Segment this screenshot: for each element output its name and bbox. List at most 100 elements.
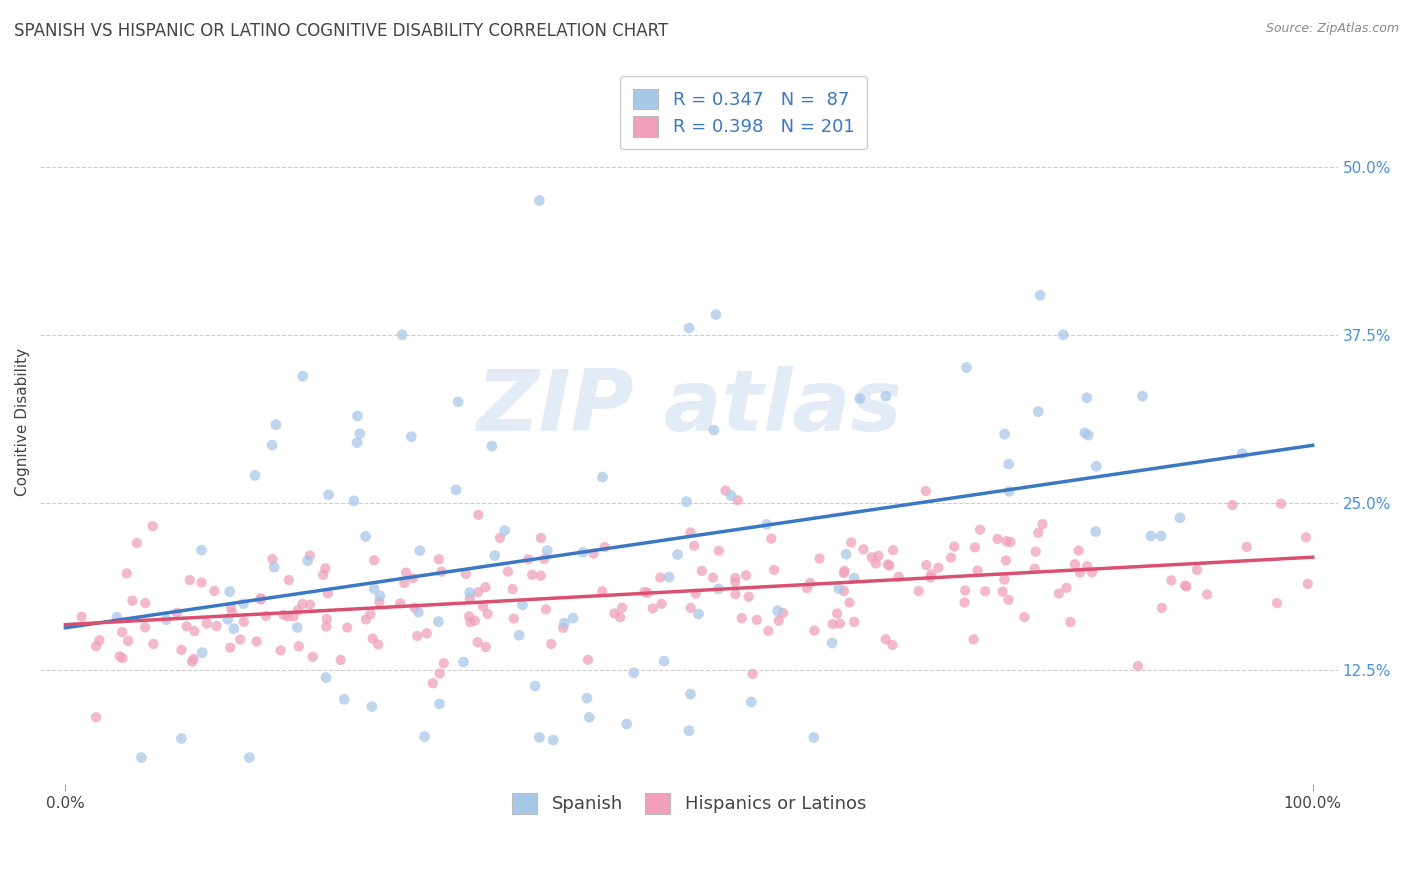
Point	[1265, 596, 1288, 610]
Point	[121, 593, 143, 607]
Point	[576, 653, 599, 667]
Point	[458, 585, 481, 599]
Point	[368, 589, 391, 603]
Point	[828, 582, 851, 596]
Point	[1168, 510, 1191, 524]
Point	[1270, 497, 1292, 511]
Point	[453, 655, 475, 669]
Text: ZIP atlas: ZIP atlas	[477, 366, 901, 449]
Point	[125, 536, 148, 550]
Point	[277, 573, 299, 587]
Point	[312, 567, 335, 582]
Point	[349, 426, 371, 441]
Point	[844, 615, 866, 629]
Point	[578, 710, 600, 724]
Point	[70, 609, 93, 624]
Point	[803, 731, 825, 745]
Point	[291, 597, 314, 611]
Point	[108, 649, 131, 664]
Point	[803, 624, 825, 638]
Point	[963, 541, 986, 555]
Point	[1024, 562, 1046, 576]
Point	[190, 575, 212, 590]
Point	[444, 483, 467, 497]
Point	[299, 598, 322, 612]
Point	[842, 571, 865, 585]
Point	[593, 540, 616, 554]
Point	[714, 483, 737, 498]
Point	[363, 582, 385, 596]
Point	[502, 611, 524, 625]
Point	[955, 360, 977, 375]
Point	[484, 549, 506, 563]
Point	[218, 584, 240, 599]
Point	[703, 423, 725, 437]
Point	[529, 731, 551, 745]
Point	[314, 561, 336, 575]
Point	[1069, 566, 1091, 580]
Point	[395, 566, 418, 580]
Point	[683, 539, 706, 553]
Point	[363, 553, 385, 567]
Point	[408, 605, 430, 619]
Point	[962, 632, 984, 647]
Point	[263, 560, 285, 574]
Point	[731, 611, 754, 625]
Point	[458, 609, 481, 624]
Point	[343, 494, 366, 508]
Point	[609, 610, 631, 624]
Point	[288, 640, 311, 654]
Point	[477, 607, 499, 621]
Point	[402, 571, 425, 585]
Point	[536, 543, 558, 558]
Point	[651, 597, 673, 611]
Point	[995, 534, 1018, 549]
Point	[1056, 581, 1078, 595]
Point	[1174, 579, 1197, 593]
Point	[447, 395, 470, 409]
Point	[496, 565, 519, 579]
Point	[354, 612, 377, 626]
Point	[623, 665, 645, 680]
Point	[927, 560, 949, 574]
Point	[1126, 659, 1149, 673]
Point	[298, 549, 321, 563]
Point	[821, 636, 844, 650]
Point	[333, 692, 356, 706]
Point	[262, 552, 284, 566]
Point	[238, 750, 260, 764]
Point	[825, 607, 848, 621]
Point	[603, 607, 626, 621]
Point	[755, 517, 778, 532]
Point	[179, 573, 201, 587]
Point	[724, 587, 747, 601]
Point	[690, 564, 713, 578]
Text: SPANISH VS HISPANIC OR LATINO COGNITIVE DISABILITY CORRELATION CHART: SPANISH VS HISPANIC OR LATINO COGNITIVE …	[14, 22, 668, 40]
Point	[969, 523, 991, 537]
Point	[994, 427, 1017, 442]
Point	[678, 321, 700, 335]
Point	[183, 652, 205, 666]
Point	[221, 606, 243, 620]
Point	[704, 308, 727, 322]
Point	[170, 643, 193, 657]
Point	[1232, 446, 1254, 460]
Point	[229, 632, 252, 647]
Point	[115, 566, 138, 581]
Point	[679, 601, 702, 615]
Point	[1025, 544, 1047, 558]
Point	[1084, 524, 1107, 539]
Point	[998, 484, 1021, 499]
Point	[1029, 288, 1052, 302]
Point	[89, 633, 111, 648]
Point	[1014, 610, 1036, 624]
Point	[835, 547, 858, 561]
Point	[591, 584, 613, 599]
Point	[318, 488, 340, 502]
Point	[111, 625, 134, 640]
Point	[876, 558, 898, 572]
Point	[481, 439, 503, 453]
Point	[270, 643, 292, 657]
Point	[572, 545, 595, 559]
Point	[291, 369, 314, 384]
